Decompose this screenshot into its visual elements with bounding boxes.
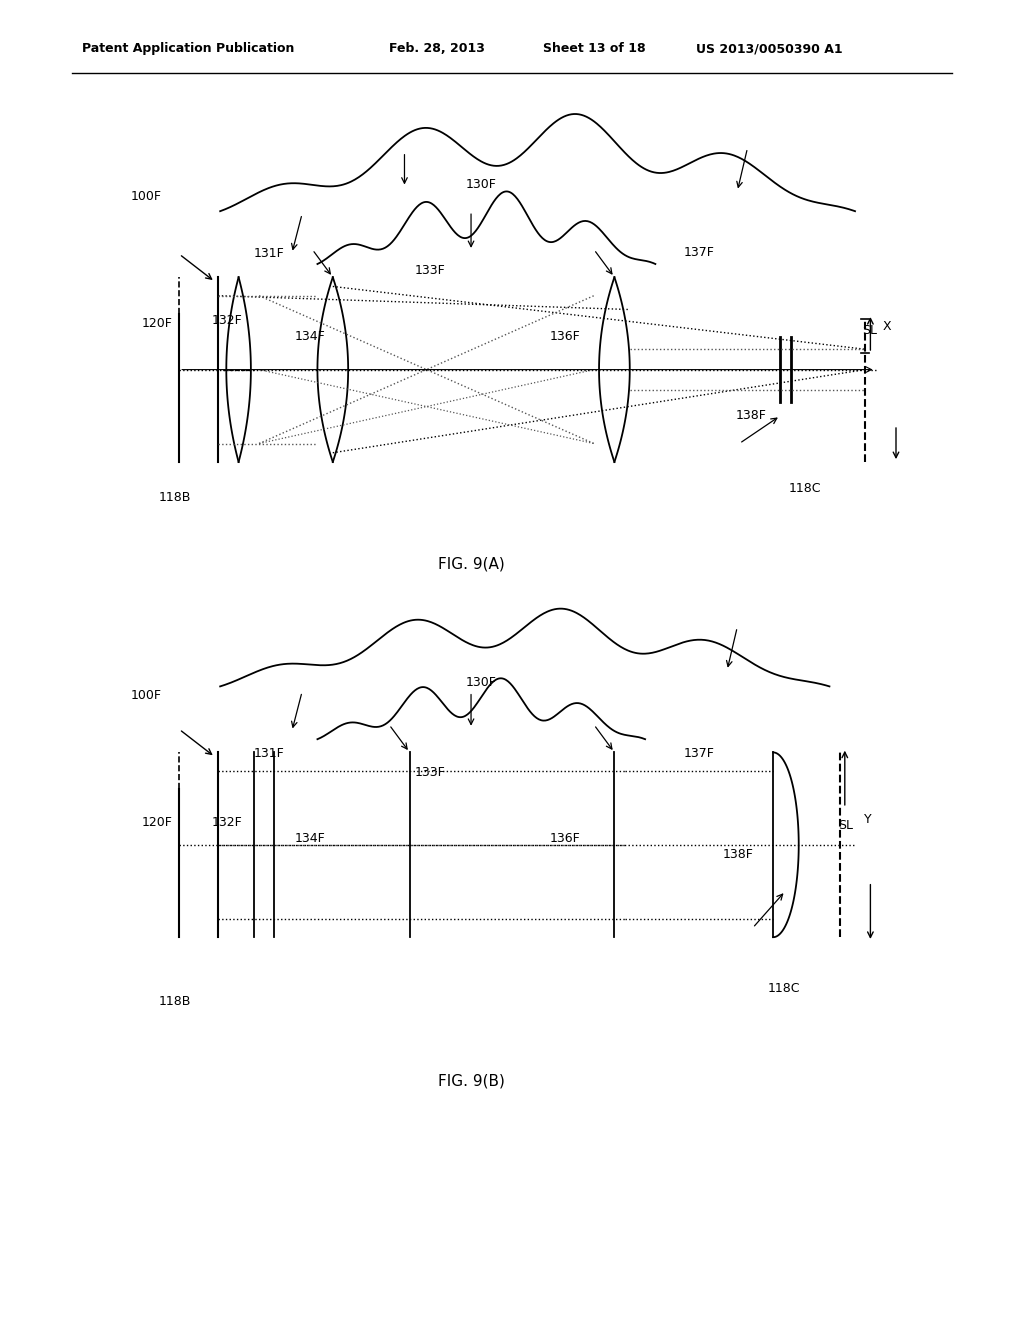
Text: 130F: 130F	[466, 676, 497, 689]
Text: 118C: 118C	[768, 982, 801, 995]
Text: 132F: 132F	[212, 816, 243, 829]
Text: 132F: 132F	[212, 314, 243, 327]
Text: 137F: 137F	[684, 246, 715, 259]
Text: 120F: 120F	[141, 816, 172, 829]
Text: 138F: 138F	[735, 409, 766, 422]
Text: 134F: 134F	[295, 832, 326, 845]
Text: 100F: 100F	[131, 689, 162, 702]
Text: X: X	[883, 319, 891, 333]
Text: Feb. 28, 2013: Feb. 28, 2013	[389, 42, 485, 55]
Text: SL: SL	[838, 818, 853, 832]
Text: FIG. 9(A): FIG. 9(A)	[437, 557, 505, 572]
Text: 133F: 133F	[415, 264, 445, 277]
Text: SL: SL	[862, 323, 878, 337]
Text: 131F: 131F	[254, 747, 285, 760]
Text: 138F: 138F	[723, 847, 754, 861]
Text: 120F: 120F	[141, 317, 172, 330]
Text: US 2013/0050390 A1: US 2013/0050390 A1	[696, 42, 843, 55]
Text: 136F: 136F	[550, 330, 581, 343]
Text: 133F: 133F	[415, 766, 445, 779]
Text: 118C: 118C	[788, 482, 821, 495]
Text: Sheet 13 of 18: Sheet 13 of 18	[543, 42, 645, 55]
Text: 118B: 118B	[159, 995, 191, 1008]
Text: Y: Y	[864, 813, 871, 826]
Text: 130F: 130F	[466, 178, 497, 191]
Text: 134F: 134F	[295, 330, 326, 343]
Text: 100F: 100F	[131, 190, 162, 203]
Text: Patent Application Publication: Patent Application Publication	[82, 42, 294, 55]
Text: FIG. 9(B): FIG. 9(B)	[437, 1074, 505, 1089]
Text: 131F: 131F	[254, 247, 285, 260]
Text: 137F: 137F	[684, 747, 715, 760]
Text: 136F: 136F	[550, 832, 581, 845]
Text: 118B: 118B	[159, 491, 191, 504]
